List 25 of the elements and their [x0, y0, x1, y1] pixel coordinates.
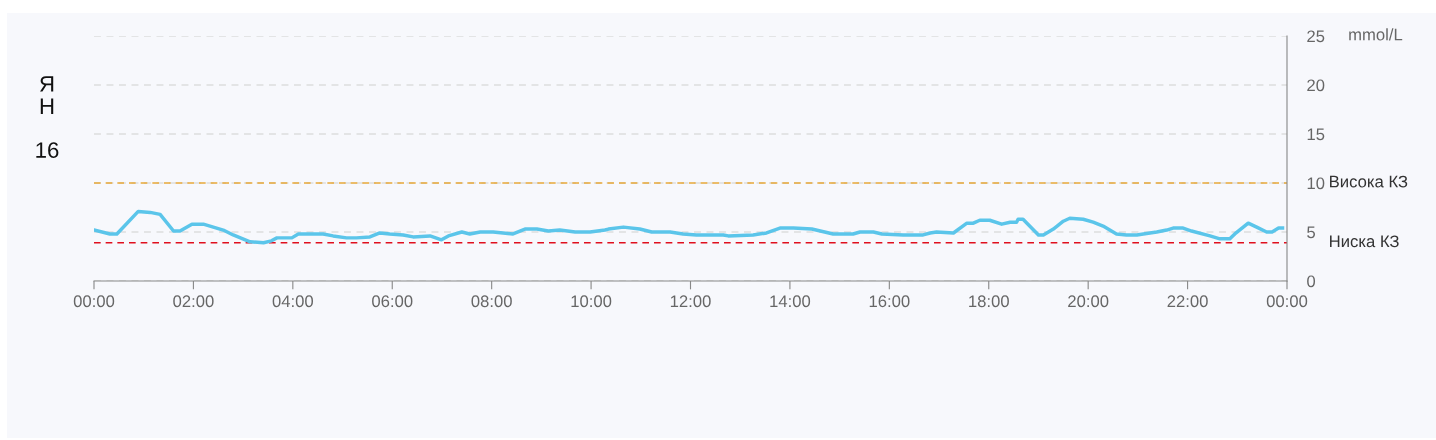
y-tick-label: 0: [1307, 275, 1316, 288]
ref-line-label: Ниска КЗ: [1330, 235, 1399, 248]
y-tick-label: 25: [1307, 30, 1325, 43]
y-tick-label: 20: [1307, 79, 1325, 92]
x-tick-label: 02:00: [173, 295, 214, 308]
x-tick-label: 00:00: [1266, 295, 1308, 308]
line-series: [94, 209, 1285, 245]
text: 16: [36, 142, 59, 158]
x-tick-label: 22:00: [1167, 295, 1208, 308]
y-axis-title: mmol/L: [1349, 28, 1403, 41]
x-tick-label: 20:00: [1068, 295, 1109, 308]
y-tick-label: 10: [1307, 177, 1325, 190]
x-tick-label: 06:00: [372, 295, 413, 308]
x-tick-label: 14:00: [770, 295, 811, 308]
y-tick-label: 5: [1307, 226, 1316, 239]
x-tick-label: 04:00: [272, 295, 314, 308]
x-tick-label: 00:00: [73, 295, 115, 308]
x-tick-label: 12:00: [670, 295, 711, 308]
y-tick-label: 15: [1307, 128, 1325, 141]
x-tick-label: 18:00: [969, 295, 1009, 308]
x-tick-label: 08:00: [471, 295, 512, 308]
x-tick-label: 10:00: [571, 295, 612, 308]
ref-line-label: Висока КЗ: [1330, 175, 1408, 188]
text: Я Н: [40, 76, 54, 114]
x-tick-label: 16:00: [869, 295, 910, 308]
